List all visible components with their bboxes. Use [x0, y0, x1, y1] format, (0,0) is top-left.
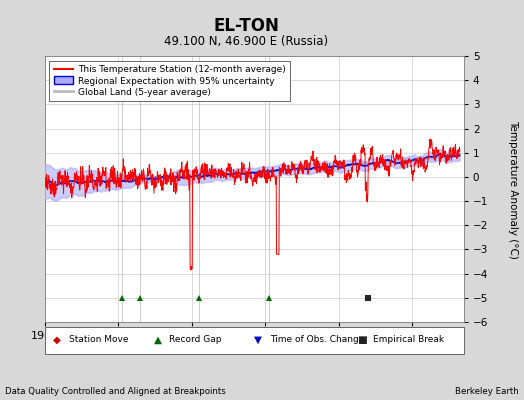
- Text: Berkeley Earth: Berkeley Earth: [455, 387, 519, 396]
- Text: ◆: ◆: [53, 335, 61, 345]
- Text: Record Gap: Record Gap: [169, 335, 222, 344]
- Text: 49.100 N, 46.900 E (Russia): 49.100 N, 46.900 E (Russia): [164, 36, 329, 48]
- FancyBboxPatch shape: [45, 327, 464, 354]
- Text: Empirical Break: Empirical Break: [373, 335, 444, 344]
- Text: EL-TON: EL-TON: [213, 17, 279, 35]
- Legend: This Temperature Station (12-month average), Regional Expectation with 95% uncer: This Temperature Station (12-month avera…: [49, 60, 290, 102]
- Text: Data Quality Controlled and Aligned at Breakpoints: Data Quality Controlled and Aligned at B…: [5, 387, 226, 396]
- Y-axis label: Temperature Anomaly (°C): Temperature Anomaly (°C): [508, 120, 518, 258]
- Text: ■: ■: [357, 335, 367, 345]
- Text: Station Move: Station Move: [69, 335, 128, 344]
- Text: ▼: ▼: [254, 335, 262, 345]
- Text: Time of Obs. Change: Time of Obs. Change: [270, 335, 365, 344]
- Text: ▲: ▲: [154, 335, 161, 345]
